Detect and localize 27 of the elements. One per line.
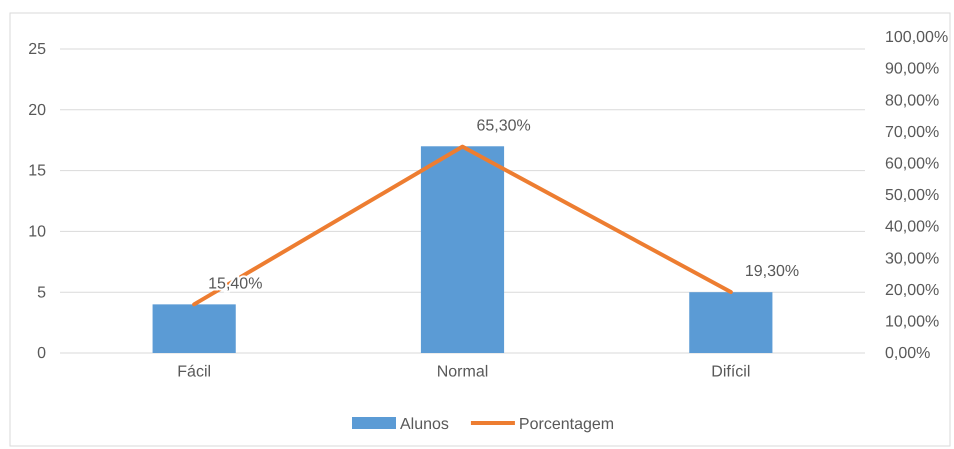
x-tick-label: Normal [436, 363, 488, 380]
y-tick-label: 25 [28, 41, 46, 58]
y2-tick-label: 10,00% [885, 314, 940, 331]
y-tick-label: 20 [28, 102, 46, 119]
y2-tick-label: 90,00% [885, 60, 940, 78]
y-tick-label: 15 [28, 162, 46, 180]
bar [152, 304, 236, 353]
legend-label: Porcentagem [518, 416, 614, 433]
y2-tick-label: 0,00% [885, 345, 930, 362]
y2-tick-label: 80,00% [885, 92, 940, 110]
legend-label: Alunos [400, 416, 449, 433]
y2-tick-label: 30,00% [885, 250, 940, 268]
x-tick-label: Difícil [711, 363, 750, 380]
y2-tick-label: 50,00% [885, 187, 940, 204]
y2-tick-label: 70,00% [885, 124, 940, 141]
data-label: 65,30% [476, 118, 531, 135]
y-tick-label: 10 [28, 224, 46, 241]
y-tick-label: 0 [37, 345, 46, 362]
y2-tick-label: 20,00% [885, 282, 940, 299]
y2-tick-label: 100,00% [885, 29, 948, 46]
y2-tick-label: 60,00% [885, 156, 940, 173]
x-tick-label: Fácil [177, 363, 212, 380]
y-tick-label: 5 [37, 284, 46, 302]
bar [420, 146, 504, 353]
data-label: 19,30% [744, 263, 800, 280]
y2-tick-label: 40,00% [885, 218, 940, 236]
bar [689, 292, 772, 353]
